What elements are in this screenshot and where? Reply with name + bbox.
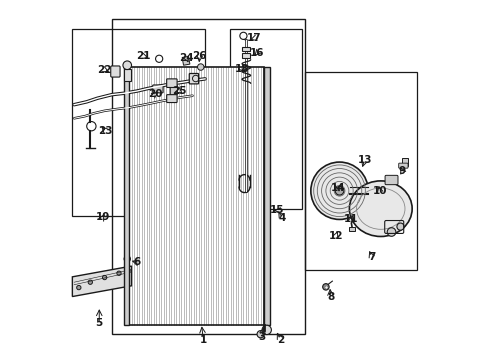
Text: 25: 25 <box>172 86 186 96</box>
Bar <box>242 46 250 51</box>
FancyBboxPatch shape <box>189 73 198 84</box>
Text: 21: 21 <box>136 51 150 61</box>
Bar <box>112 19 305 334</box>
Text: 16: 16 <box>250 48 264 58</box>
Text: 22: 22 <box>97 64 111 75</box>
FancyBboxPatch shape <box>166 79 177 87</box>
Polygon shape <box>72 266 131 297</box>
FancyBboxPatch shape <box>170 85 177 95</box>
Bar <box>123 69 131 81</box>
Text: 13: 13 <box>357 155 371 165</box>
Bar <box>182 57 189 65</box>
Text: 4: 4 <box>278 213 285 222</box>
Text: 20: 20 <box>148 89 163 99</box>
Bar <box>305 72 416 270</box>
Text: 9: 9 <box>398 166 405 176</box>
Bar <box>128 67 264 325</box>
Text: 19: 19 <box>96 212 110 221</box>
Text: 11: 11 <box>344 215 358 224</box>
FancyBboxPatch shape <box>152 85 163 93</box>
Bar <box>230 30 301 209</box>
Circle shape <box>124 256 130 262</box>
Circle shape <box>262 325 271 334</box>
FancyBboxPatch shape <box>166 95 177 103</box>
Text: 10: 10 <box>372 186 386 197</box>
Circle shape <box>335 186 343 195</box>
Text: 18: 18 <box>235 64 249 74</box>
Text: 15: 15 <box>269 206 284 216</box>
Circle shape <box>197 64 203 70</box>
Text: 12: 12 <box>328 231 343 240</box>
Text: 1: 1 <box>199 334 206 345</box>
FancyBboxPatch shape <box>110 66 120 77</box>
Circle shape <box>125 269 130 273</box>
Ellipse shape <box>349 181 411 237</box>
Bar <box>264 67 269 325</box>
Text: 8: 8 <box>326 292 333 302</box>
Circle shape <box>396 223 403 230</box>
Circle shape <box>386 228 395 236</box>
Text: 24: 24 <box>179 53 193 63</box>
Text: 17: 17 <box>247 33 261 43</box>
Circle shape <box>77 285 81 290</box>
Text: 6: 6 <box>133 257 140 267</box>
Bar <box>128 67 264 325</box>
Text: 3: 3 <box>258 332 265 342</box>
Circle shape <box>310 162 367 220</box>
Text: 23: 23 <box>98 126 112 135</box>
Circle shape <box>88 280 92 284</box>
Circle shape <box>122 61 131 69</box>
Text: 7: 7 <box>367 252 375 262</box>
Bar <box>72 30 204 216</box>
FancyBboxPatch shape <box>398 163 407 168</box>
Circle shape <box>117 271 121 275</box>
Circle shape <box>322 284 328 290</box>
Text: 26: 26 <box>192 51 206 61</box>
Circle shape <box>257 330 264 338</box>
Bar <box>242 53 250 58</box>
FancyBboxPatch shape <box>384 175 397 185</box>
Circle shape <box>102 275 106 280</box>
Bar <box>348 226 355 231</box>
Text: 14: 14 <box>330 183 345 193</box>
Bar <box>123 67 129 325</box>
Bar <box>402 158 407 166</box>
Text: 2: 2 <box>276 334 284 345</box>
Text: 5: 5 <box>96 319 102 328</box>
